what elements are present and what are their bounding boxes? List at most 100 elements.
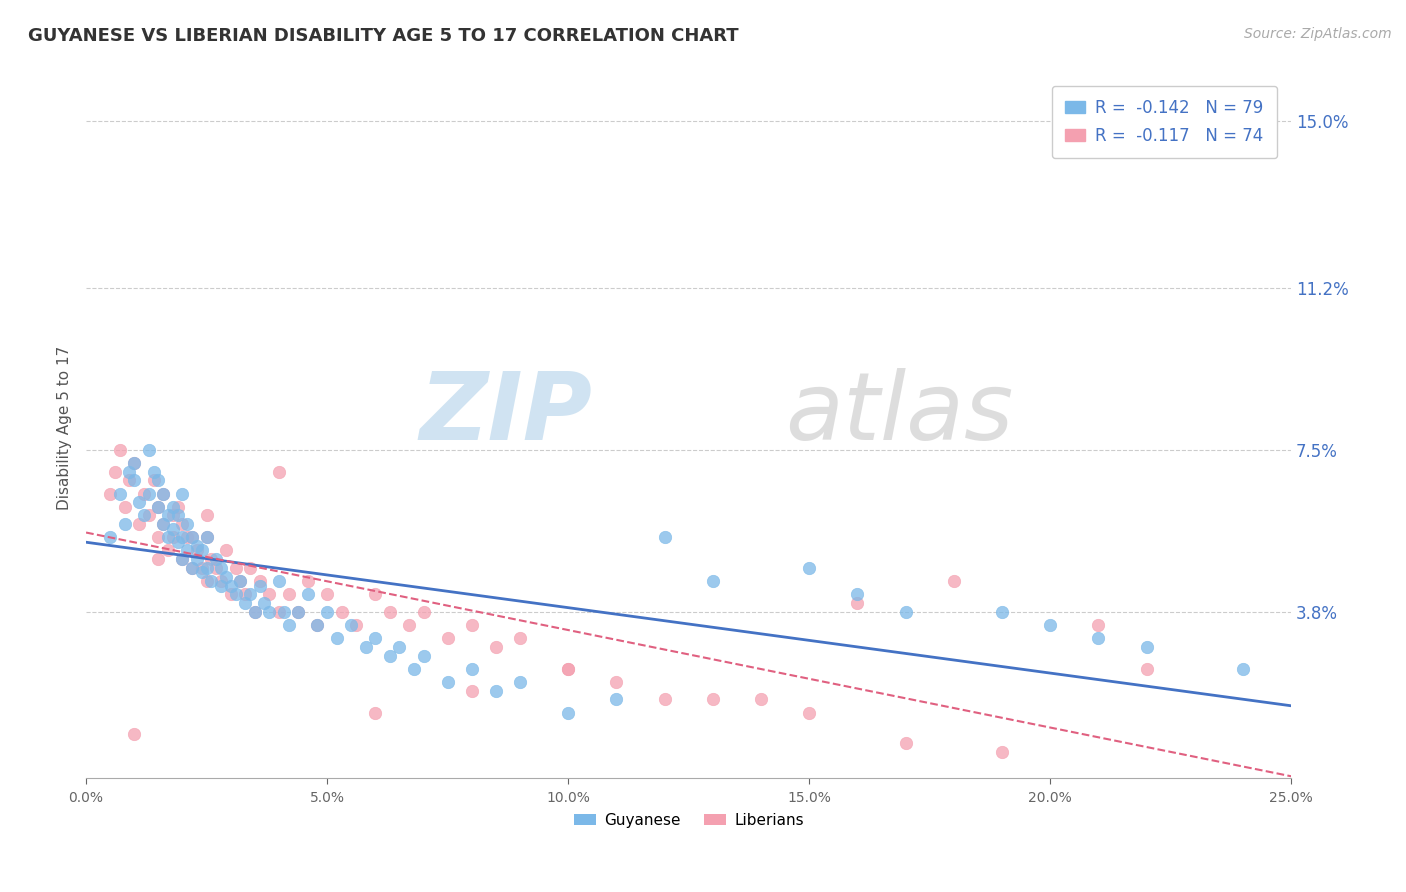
Point: [436, 631, 458, 645]
Point: [128, 517, 150, 532]
Point: [191, 561, 214, 575]
Point: [316, 605, 339, 619]
Point: [209, 561, 232, 575]
Point: [1232, 662, 1254, 676]
Point: [297, 574, 319, 588]
Point: [98, 530, 121, 544]
Point: [894, 736, 917, 750]
Point: [307, 618, 329, 632]
Point: [354, 640, 377, 654]
Point: [277, 587, 299, 601]
Point: [364, 706, 387, 720]
Point: [166, 534, 188, 549]
Point: [225, 561, 247, 575]
Point: [287, 605, 309, 619]
Point: [172, 552, 194, 566]
Point: [172, 517, 194, 532]
Point: [157, 543, 180, 558]
Point: [124, 456, 146, 470]
Point: [297, 587, 319, 601]
Point: [138, 442, 160, 457]
Point: [509, 631, 531, 645]
Point: [138, 486, 160, 500]
Point: [277, 618, 299, 632]
Text: ZIP: ZIP: [419, 368, 592, 459]
Point: [229, 574, 252, 588]
Point: [148, 474, 170, 488]
Point: [209, 574, 232, 588]
Point: [195, 561, 218, 575]
Point: [132, 508, 155, 523]
Point: [219, 587, 242, 601]
Point: [142, 465, 165, 479]
Point: [205, 561, 228, 575]
Point: [195, 574, 218, 588]
Point: [114, 500, 136, 514]
Point: [118, 474, 141, 488]
Point: [326, 631, 349, 645]
Point: [267, 465, 290, 479]
Point: [749, 692, 772, 706]
Point: [330, 605, 353, 619]
Point: [364, 587, 387, 601]
Point: [176, 543, 198, 558]
Text: atlas: atlas: [785, 368, 1014, 459]
Point: [605, 674, 627, 689]
Point: [152, 517, 174, 532]
Point: [205, 552, 228, 566]
Point: [166, 500, 188, 514]
Point: [461, 618, 484, 632]
Point: [108, 442, 131, 457]
Point: [307, 618, 329, 632]
Point: [557, 662, 579, 676]
Point: [162, 508, 184, 523]
Point: [412, 648, 434, 663]
Point: [364, 631, 387, 645]
Point: [152, 486, 174, 500]
Point: [1039, 618, 1062, 632]
Point: [846, 587, 869, 601]
Point: [402, 662, 425, 676]
Point: [702, 574, 724, 588]
Legend: Guyanese, Liberians: Guyanese, Liberians: [568, 806, 810, 834]
Point: [1087, 618, 1109, 632]
Point: [557, 662, 579, 676]
Point: [249, 574, 271, 588]
Point: [378, 605, 401, 619]
Point: [253, 596, 276, 610]
Point: [225, 587, 247, 601]
Point: [219, 578, 242, 592]
Point: [162, 500, 184, 514]
Point: [233, 596, 256, 610]
Point: [894, 605, 917, 619]
Point: [509, 674, 531, 689]
Point: [1087, 631, 1109, 645]
Point: [162, 530, 184, 544]
Point: [388, 640, 411, 654]
Text: GUYANESE VS LIBERIAN DISABILITY AGE 5 TO 17 CORRELATION CHART: GUYANESE VS LIBERIAN DISABILITY AGE 5 TO…: [28, 27, 738, 45]
Point: [461, 662, 484, 676]
Point: [148, 500, 170, 514]
Point: [344, 618, 367, 632]
Point: [243, 605, 266, 619]
Point: [200, 574, 222, 588]
Point: [605, 692, 627, 706]
Point: [259, 587, 281, 601]
Point: [215, 570, 238, 584]
Point: [195, 530, 218, 544]
Point: [485, 640, 508, 654]
Point: [152, 486, 174, 500]
Point: [132, 486, 155, 500]
Point: [181, 561, 204, 575]
Point: [181, 561, 204, 575]
Point: [152, 517, 174, 532]
Point: [162, 522, 184, 536]
Point: [233, 587, 256, 601]
Point: [259, 605, 281, 619]
Point: [215, 543, 238, 558]
Point: [991, 605, 1014, 619]
Point: [654, 692, 676, 706]
Point: [124, 456, 146, 470]
Point: [1135, 640, 1157, 654]
Point: [191, 566, 214, 580]
